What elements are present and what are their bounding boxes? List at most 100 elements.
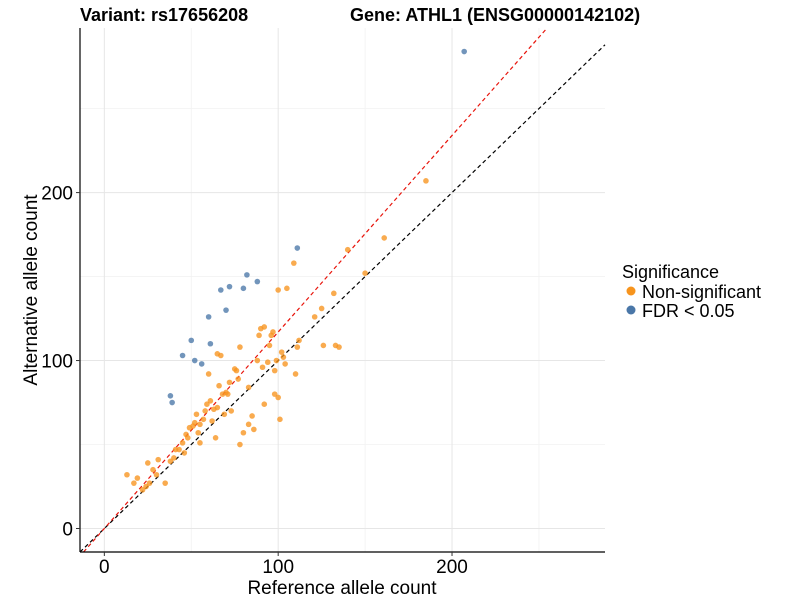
legend-label-fdr: FDR < 0.05 bbox=[642, 301, 735, 321]
data-point bbox=[139, 487, 146, 493]
data-point bbox=[282, 361, 288, 367]
data-point bbox=[202, 408, 208, 414]
data-point bbox=[224, 391, 231, 397]
legend-marker-fdr bbox=[626, 305, 636, 315]
data-point bbox=[195, 429, 202, 436]
x-axis-title: Reference allele count bbox=[247, 578, 437, 599]
data-point bbox=[275, 394, 281, 401]
data-point bbox=[254, 278, 261, 285]
data-point bbox=[277, 416, 283, 423]
data-point bbox=[144, 460, 151, 466]
data-point bbox=[251, 426, 257, 433]
data-point bbox=[311, 314, 318, 320]
data-point bbox=[266, 342, 273, 349]
data-point bbox=[134, 475, 141, 481]
data-point bbox=[280, 354, 287, 360]
data-point bbox=[284, 285, 290, 292]
legend-title: Significance bbox=[622, 262, 719, 282]
data-point bbox=[198, 361, 205, 367]
x-tick-label: 0 bbox=[99, 557, 110, 578]
tick-labels: 0 100 200 0 100 200 bbox=[41, 184, 468, 578]
data-point bbox=[176, 446, 182, 453]
grid bbox=[80, 28, 605, 552]
data-point bbox=[292, 371, 299, 377]
chart-title-variant: Variant: rs17656208 bbox=[80, 5, 248, 25]
data-point bbox=[167, 393, 174, 399]
data-point bbox=[291, 260, 297, 266]
data-point bbox=[184, 434, 191, 441]
y-axis-title: Alternative allele count bbox=[21, 194, 42, 386]
data-point bbox=[249, 413, 255, 419]
data-point bbox=[197, 421, 203, 428]
data-point bbox=[218, 287, 224, 293]
data-point bbox=[212, 434, 219, 441]
series-non-significant bbox=[124, 178, 429, 493]
data-point bbox=[169, 399, 175, 406]
data-point bbox=[171, 455, 177, 461]
data-point bbox=[320, 342, 327, 349]
data-point bbox=[205, 371, 212, 377]
data-point bbox=[207, 340, 214, 347]
data-point bbox=[205, 314, 212, 320]
data-point bbox=[143, 483, 149, 490]
reference-line-identity bbox=[79, 44, 606, 553]
data-points bbox=[124, 48, 467, 493]
series-fdr bbox=[167, 48, 467, 406]
data-point bbox=[179, 440, 186, 446]
data-point bbox=[216, 382, 222, 389]
data-point bbox=[270, 329, 276, 335]
data-point bbox=[259, 364, 266, 371]
data-point bbox=[294, 344, 301, 350]
data-point bbox=[237, 441, 243, 448]
data-point bbox=[209, 418, 215, 424]
data-point bbox=[271, 391, 278, 397]
data-point bbox=[336, 344, 342, 350]
data-point bbox=[131, 480, 137, 486]
y-tick-label: 0 bbox=[62, 519, 73, 540]
data-point bbox=[461, 48, 467, 55]
data-point bbox=[271, 367, 278, 374]
data-point bbox=[245, 384, 252, 391]
reference-line-fit bbox=[83, 27, 548, 553]
y-tick-label: 100 bbox=[41, 352, 73, 373]
legend-label-non-significant: Non-significant bbox=[642, 282, 761, 302]
data-point bbox=[240, 285, 247, 292]
data-point bbox=[423, 178, 429, 184]
data-point bbox=[207, 398, 214, 404]
data-point bbox=[381, 235, 388, 241]
data-point bbox=[153, 471, 160, 478]
data-point bbox=[294, 245, 301, 251]
data-point bbox=[261, 401, 268, 408]
data-point bbox=[167, 458, 174, 465]
data-point bbox=[278, 349, 285, 355]
data-point bbox=[235, 376, 241, 382]
data-point bbox=[237, 344, 243, 350]
data-point bbox=[150, 466, 156, 473]
y-tick-label: 200 bbox=[41, 184, 73, 205]
data-point bbox=[200, 416, 207, 423]
data-point bbox=[193, 411, 200, 418]
data-point bbox=[331, 290, 337, 297]
data-point bbox=[223, 307, 229, 313]
data-point bbox=[221, 411, 228, 418]
axes bbox=[79, 28, 605, 553]
data-point bbox=[261, 324, 268, 330]
legend-marker-non-significant bbox=[626, 286, 636, 296]
data-point bbox=[296, 337, 302, 344]
data-point bbox=[162, 480, 168, 486]
data-point bbox=[218, 352, 224, 359]
data-point bbox=[179, 352, 186, 359]
reference-lines bbox=[79, 27, 606, 553]
data-point bbox=[264, 359, 271, 366]
x-tick-label: 100 bbox=[262, 557, 294, 578]
data-point bbox=[228, 408, 235, 414]
data-point bbox=[318, 305, 325, 312]
data-point bbox=[344, 246, 351, 253]
data-point bbox=[245, 421, 252, 428]
x-tick-label: 200 bbox=[436, 557, 468, 578]
chart-title-gene: Gene: ATHL1 (ENSG00000142102) bbox=[350, 5, 640, 25]
data-point bbox=[226, 283, 233, 290]
data-point bbox=[240, 429, 247, 436]
data-point bbox=[204, 401, 210, 408]
